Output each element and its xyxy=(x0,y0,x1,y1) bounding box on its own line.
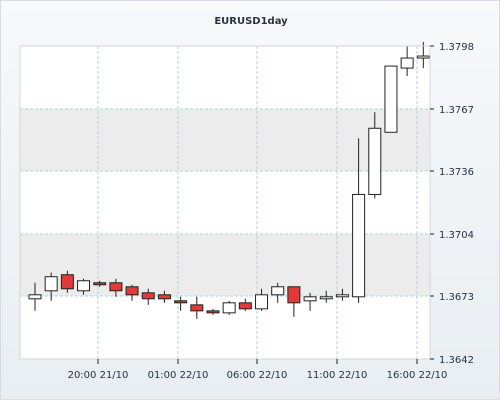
x-tick-label: 16:00 22/10 xyxy=(387,370,448,381)
candle-body-bullish xyxy=(271,286,285,296)
x-tick-label: 06:00 22/10 xyxy=(227,370,288,381)
candle xyxy=(255,288,269,311)
candle-body-bearish xyxy=(109,282,123,292)
candle xyxy=(206,308,220,315)
candle xyxy=(77,278,91,295)
candle-body-bullish xyxy=(384,65,398,133)
candle-body-bearish xyxy=(174,300,188,304)
x-tick-label: 11:00 22/10 xyxy=(307,370,368,381)
candle-body-bullish xyxy=(319,296,333,300)
x-tick-label: 20:00 21/10 xyxy=(68,370,129,381)
candle xyxy=(60,270,74,293)
candle xyxy=(44,272,58,301)
candle xyxy=(319,290,333,303)
y-tick-label: 1.3642 xyxy=(439,355,474,366)
candle-body-bearish xyxy=(141,292,155,300)
y-tick-label: 1.3736 xyxy=(439,167,474,178)
candle-body-bullish xyxy=(77,280,91,292)
candle-body-bearish xyxy=(190,304,204,312)
candle xyxy=(400,46,414,77)
candle-body-bullish xyxy=(352,193,366,298)
y-tick-label: 1.3673 xyxy=(439,292,474,303)
y-tick-label: 1.3798 xyxy=(439,42,474,53)
plot-border xyxy=(19,45,431,360)
plot-band xyxy=(20,109,430,171)
x-tick-label: 01:00 22/10 xyxy=(148,370,209,381)
candle xyxy=(303,292,317,311)
candle-body-bullish xyxy=(416,55,430,59)
candle-body-bullish xyxy=(400,57,414,69)
tick-labels: 1.3798 1.3767 1.3736 1.3704 1.3673 1.364… xyxy=(68,42,474,381)
y-tick-label: 1.3767 xyxy=(439,105,474,116)
candle-body-bullish xyxy=(303,296,317,302)
candle xyxy=(157,290,171,303)
candle-body-bearish xyxy=(238,302,252,310)
candle-body-bearish xyxy=(287,286,301,304)
candle xyxy=(287,286,301,317)
candles xyxy=(28,41,430,319)
candle xyxy=(109,278,123,297)
candle xyxy=(384,65,398,133)
axes xyxy=(19,45,434,364)
y-tick-label: 1.3704 xyxy=(439,230,474,241)
candle xyxy=(238,298,252,311)
candle xyxy=(141,288,155,305)
candle-body-bullish xyxy=(368,127,382,195)
candle xyxy=(352,138,366,303)
candle xyxy=(368,112,382,199)
candle xyxy=(125,284,139,301)
candle xyxy=(28,282,42,311)
candle xyxy=(174,296,188,311)
candle-body-bearish xyxy=(125,286,139,296)
chart-title: EURUSD1day xyxy=(214,16,288,27)
candle-body-bearish xyxy=(206,310,220,314)
candle-body-bearish xyxy=(60,274,74,290)
candle-body-bullish xyxy=(255,294,269,310)
candle xyxy=(93,280,107,287)
candle xyxy=(222,300,236,315)
candle-body-bullish xyxy=(28,294,42,300)
candle xyxy=(190,296,204,319)
candle-body-bearish xyxy=(93,282,107,286)
candle xyxy=(335,288,349,301)
candle-body-bearish xyxy=(157,294,171,300)
candle xyxy=(271,282,285,303)
candle-body-bullish xyxy=(335,294,349,298)
candle-body-bullish xyxy=(222,302,236,314)
candle-body-bullish xyxy=(44,276,58,292)
